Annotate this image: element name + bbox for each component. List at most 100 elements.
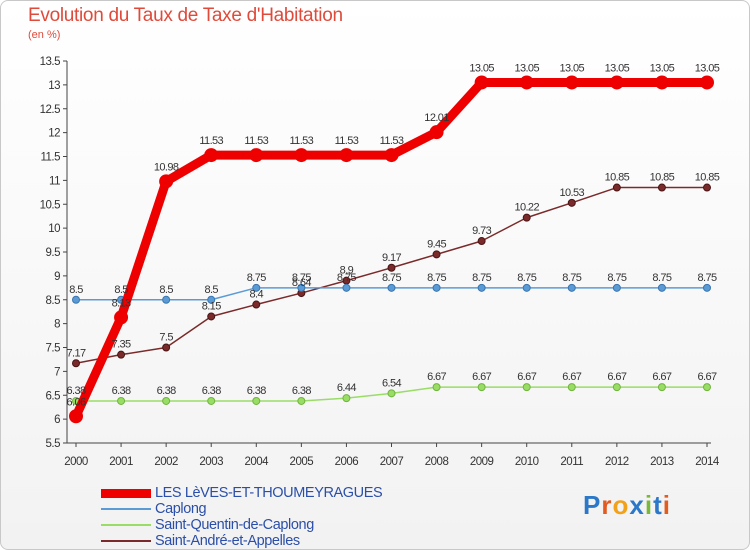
data-label: 13.05 [514, 62, 539, 74]
data-label: 11.53 [244, 135, 268, 147]
data-label: 8.75 [517, 272, 536, 284]
data-label: 6.44 [337, 382, 356, 394]
x-tick-label: 2014 [695, 456, 720, 468]
data-point [114, 310, 129, 325]
data-label: 6.06 [66, 396, 85, 408]
data-label: 8.75 [427, 272, 446, 284]
data-point [567, 283, 576, 292]
x-tick-label: 2004 [244, 456, 269, 468]
data-point [657, 283, 666, 292]
y-tick-label: 7.5 [46, 343, 61, 355]
data-label: 7.35 [112, 339, 131, 351]
data-label: 13.05 [695, 62, 720, 74]
proxiti-logo: Proxiti [583, 490, 671, 520]
data-point [162, 295, 171, 304]
data-point [387, 389, 396, 398]
data-point [297, 396, 306, 405]
data-label: 10.85 [695, 172, 720, 184]
data-label: 11.53 [289, 135, 313, 147]
data-point [703, 183, 711, 192]
data-label: 10.53 [560, 187, 585, 199]
data-point [703, 283, 711, 292]
data-label: 8.75 [247, 272, 266, 284]
data-point [162, 396, 171, 405]
data-point [657, 383, 666, 392]
data-label: 6.67 [427, 371, 446, 383]
x-tick-label: 2001 [109, 456, 133, 468]
data-label: 8.75 [562, 272, 581, 284]
data-label: 13.05 [650, 62, 675, 74]
data-label: 10.85 [650, 172, 675, 184]
data-label: 8.13 [112, 297, 131, 309]
data-label: 6.38 [112, 385, 131, 397]
y-tick-label: 9.5 [46, 247, 61, 259]
data-label: 9.17 [382, 252, 401, 264]
data-point [252, 396, 261, 405]
legend-item: Saint-André-et-Appelles [101, 533, 382, 549]
data-label: 8.75 [382, 272, 401, 284]
legend-label: Caplong [155, 501, 207, 517]
legend-label: Saint-André-et-Appelles [155, 533, 300, 549]
data-point [429, 125, 444, 140]
data-point [72, 359, 80, 368]
y-tick-label: 8 [54, 319, 60, 331]
data-label: 6.54 [382, 377, 401, 389]
data-point [567, 383, 576, 392]
data-point [249, 148, 264, 163]
x-tick-label: 2002 [154, 456, 178, 468]
x-tick-label: 2005 [290, 456, 314, 468]
x-tick-label: 2006 [335, 456, 359, 468]
data-point [432, 383, 441, 392]
data-label: 6.38 [247, 385, 266, 397]
x-tick-label: 2010 [515, 456, 539, 468]
y-tick-label: 13.5 [40, 56, 60, 68]
data-point [207, 396, 216, 405]
legend-label: LES LèVES-ET-THOUMEYRAGUES [155, 485, 383, 501]
data-point [294, 148, 309, 163]
data-point [384, 148, 399, 163]
y-tick-label: 13 [48, 80, 60, 92]
data-point [162, 343, 171, 352]
y-tick-label: 5.5 [46, 438, 61, 450]
data-label: 13.05 [469, 62, 494, 74]
data-label: 11.53 [380, 135, 404, 147]
data-point [567, 198, 576, 207]
data-point [612, 183, 621, 192]
y-tick-label: 11 [49, 175, 60, 187]
data-label: 10.85 [605, 172, 630, 184]
x-tick-label: 2012 [605, 456, 629, 468]
data-point [297, 283, 306, 292]
y-tick-label: 12 [48, 128, 60, 140]
data-label: 6.38 [202, 385, 221, 397]
data-label: 13.05 [560, 62, 585, 74]
data-label: 6.38 [292, 385, 311, 397]
data-point [612, 283, 621, 292]
data-point [474, 75, 489, 90]
data-point [609, 75, 624, 90]
data-label: 6.67 [607, 371, 626, 383]
x-tick-label: 2013 [650, 456, 674, 468]
legend-item: Caplong [101, 501, 382, 517]
legend-swatch [101, 524, 151, 526]
data-point [657, 183, 666, 192]
data-point [72, 295, 80, 304]
data-point [477, 283, 486, 292]
data-label: 6.67 [652, 371, 671, 383]
data-label: 7.5 [159, 332, 173, 344]
y-tick-label: 6 [54, 414, 60, 426]
data-point [252, 300, 261, 309]
data-label: 11.53 [199, 135, 223, 147]
series-line [71, 77, 712, 421]
data-label: 8.15 [202, 300, 221, 312]
data-label: 8.5 [69, 284, 83, 296]
data-label: 8.75 [697, 272, 716, 284]
data-label: 8.75 [292, 272, 311, 284]
data-label: 10.98 [154, 161, 179, 173]
data-point [477, 383, 486, 392]
data-label: 8.75 [607, 272, 626, 284]
data-point [564, 75, 579, 90]
data-label: 8.5 [159, 284, 173, 296]
y-tick-label: 8.5 [46, 295, 61, 307]
data-point [522, 213, 531, 222]
